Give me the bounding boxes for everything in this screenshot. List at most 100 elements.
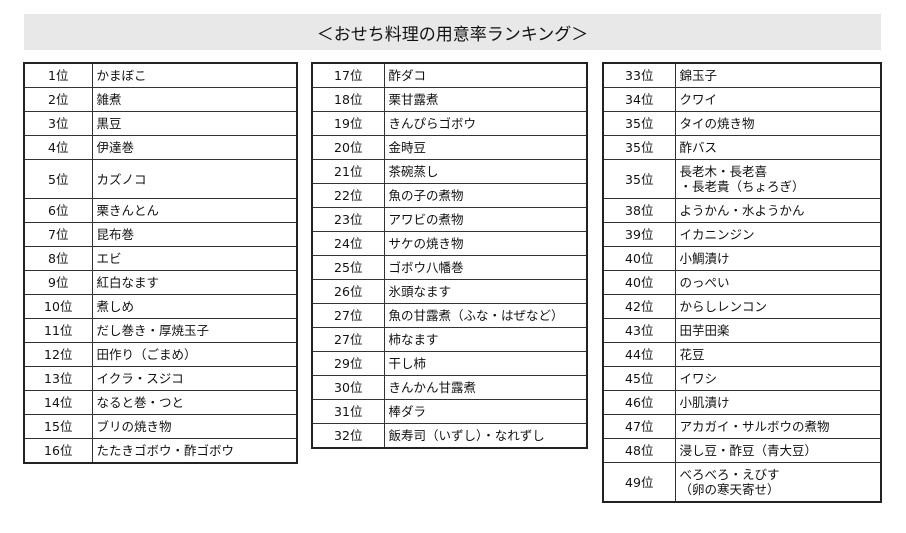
rank-cell: 13位 xyxy=(23,366,93,391)
rank-cell: 27位 xyxy=(311,327,385,352)
dish-cell: 氷頭なます xyxy=(383,279,588,304)
dish-cell: イクラ・スジコ xyxy=(91,366,298,391)
ranking-row: 42位 からしレンコン xyxy=(602,294,882,319)
ranking-row: 39位 イカニンジン xyxy=(602,222,882,247)
ranking-row: 17位 酢ダコ xyxy=(311,62,588,88)
dish-cell: 干し柿 xyxy=(383,351,588,376)
ranking-table-1: 1位 かまぼこ 2位 雑煮 3位 黒豆 4位 伊達巻 5位 カズノコ 6位 栗きんとん 7位 昆布巻 8位エ… xyxy=(23,62,298,464)
ranking-row: 35位 長老木・長老喜 ・長老貴（ちょろぎ） xyxy=(602,159,882,199)
rank-cell: 22位 xyxy=(311,183,385,208)
dish-cell: たたきゴボウ・酢ゴボウ xyxy=(91,438,298,464)
dish-cell: 栗甘露煮 xyxy=(383,87,588,112)
dish-cell: 棒ダラ xyxy=(383,399,588,424)
dish-cell: イカニンジン xyxy=(674,222,882,247)
ranking-row: 11位 だし巻き・厚焼玉子 xyxy=(23,318,298,343)
ranking-row: 35位 酢バス xyxy=(602,135,882,160)
rank-cell: 43位 xyxy=(602,318,676,343)
dish-cell: なると巻・つと xyxy=(91,390,298,415)
dish-cell: 田芋田楽 xyxy=(674,318,882,343)
dish-cell: 長老木・長老喜 ・長老貴（ちょろぎ） xyxy=(674,159,882,199)
ranking-row: 46位 小肌漬け xyxy=(602,390,882,415)
rank-cell: 7位 xyxy=(23,222,93,247)
dish-cell: からしレンコン xyxy=(674,294,882,319)
rank-cell: 19位 xyxy=(311,111,385,136)
rank-cell: 20位 xyxy=(311,135,385,160)
dish-cell: エビ xyxy=(91,246,298,271)
dish-cell: 飯寿司（いずし）・なれずし xyxy=(383,423,588,449)
dish-cell: ゴボウ八幡巻 xyxy=(383,255,588,280)
rank-cell: 48位 xyxy=(602,438,676,463)
ranking-row: 9位 紅白なます xyxy=(23,270,298,295)
ranking-row: 27位 魚の甘露煮（ふな・はぜなど） xyxy=(311,303,588,328)
page-title: ＜おせち料理の用意率ランキング＞ xyxy=(24,14,881,50)
rank-cell: 27位 xyxy=(311,303,385,328)
dish-cell: 魚の甘露煮（ふな・はぜなど） xyxy=(383,303,588,328)
ranking-row: 24位 サケの焼き物 xyxy=(311,231,588,256)
dish-cell: 紅白なます xyxy=(91,270,298,295)
dish-cell: のっぺい xyxy=(674,270,882,295)
ranking-row: 48位 浸し豆・酢豆（青大豆） xyxy=(602,438,882,463)
ranking-row: 22位 魚の子の煮物 xyxy=(311,183,588,208)
ranking-row: 4位 伊達巻 xyxy=(23,135,298,160)
rank-cell: 38位 xyxy=(602,198,676,223)
rank-cell: 39位 xyxy=(602,222,676,247)
rank-cell: 1位 xyxy=(23,62,93,88)
ranking-row: 16位 たたきゴボウ・酢ゴボウ xyxy=(23,438,298,464)
dish-cell: 魚の子の煮物 xyxy=(383,183,588,208)
dish-cell: 雑煮 xyxy=(91,87,298,112)
rank-cell: 24位 xyxy=(311,231,385,256)
ranking-row: 14位 なると巻・つと xyxy=(23,390,298,415)
ranking-row: 33位 錦玉子 xyxy=(602,62,882,88)
rank-cell: 11位 xyxy=(23,318,93,343)
rank-cell: 12位 xyxy=(23,342,93,367)
ranking-row: 3位 黒豆 xyxy=(23,111,298,136)
rank-cell: 45位 xyxy=(602,366,676,391)
ranking-table-3: 33位 錦玉子 34位 クワイ 35位 タイの焼き物 35位 酢バス 35位 長老木・長老喜 ・長老… xyxy=(602,62,882,503)
dish-cell: 煮しめ xyxy=(91,294,298,319)
dish-cell: イワシ xyxy=(674,366,882,391)
ranking-row: 20位 金時豆 xyxy=(311,135,588,160)
ranking-row: 15位 ブリの焼き物 xyxy=(23,414,298,439)
rank-cell: 35位 xyxy=(602,159,676,199)
rank-cell: 42位 xyxy=(602,294,676,319)
rank-cell: 30位 xyxy=(311,375,385,400)
dish-cell: タイの焼き物 xyxy=(674,111,882,136)
ranking-row: 10位 煮しめ xyxy=(23,294,298,319)
dish-cell: 黒豆 xyxy=(91,111,298,136)
dish-cell: 伊達巻 xyxy=(91,135,298,160)
ranking-row: 5位 カズノコ xyxy=(23,159,298,199)
rank-cell: 17位 xyxy=(311,62,385,88)
rank-cell: 25位 xyxy=(311,255,385,280)
dish-cell: カズノコ xyxy=(91,159,298,199)
ranking-row: 1位 かまぼこ xyxy=(23,62,298,88)
dish-cell: 柿なます xyxy=(383,327,588,352)
dish-cell: 栗きんとん xyxy=(91,198,298,223)
ranking-row: 40位 小鯛漬け xyxy=(602,246,882,271)
ranking-row: 43位 田芋田楽 xyxy=(602,318,882,343)
rank-cell: 15位 xyxy=(23,414,93,439)
rank-cell: 8位 xyxy=(23,246,93,271)
rank-cell: 14位 xyxy=(23,390,93,415)
dish-cell: クワイ xyxy=(674,87,882,112)
dish-cell: 錦玉子 xyxy=(674,62,882,88)
dish-cell: 酢ダコ xyxy=(383,62,588,88)
dish-cell: べろべろ・えびす （卵の寒天寄せ） xyxy=(674,462,882,503)
ranking-row: 2位 雑煮 xyxy=(23,87,298,112)
ranking-row: 38位 ようかん・水ようかん xyxy=(602,198,882,223)
dish-cell: 昆布巻 xyxy=(91,222,298,247)
ranking-row: 47位 アカガイ・サルボウの煮物 xyxy=(602,414,882,439)
ranking-row: 35位 タイの焼き物 xyxy=(602,111,882,136)
rank-cell: 40位 xyxy=(602,246,676,271)
ranking-row: 8位 エビ xyxy=(23,246,298,271)
ranking-row: 45位 イワシ xyxy=(602,366,882,391)
dish-cell: 花豆 xyxy=(674,342,882,367)
rank-cell: 2位 xyxy=(23,87,93,112)
ranking-row: 44位 花豆 xyxy=(602,342,882,367)
rank-cell: 10位 xyxy=(23,294,93,319)
rank-cell: 33位 xyxy=(602,62,676,88)
rank-cell: 26位 xyxy=(311,279,385,304)
rank-cell: 46位 xyxy=(602,390,676,415)
ranking-row: 13位 イクラ・スジコ xyxy=(23,366,298,391)
ranking-row: 32位 飯寿司（いずし）・なれずし xyxy=(311,423,588,449)
ranking-table-2: 17位 酢ダコ 18位 栗甘露煮 19位 きんぴらゴボウ 20位 金時豆 21位 茶碗蒸し 22位魚… xyxy=(311,62,588,449)
